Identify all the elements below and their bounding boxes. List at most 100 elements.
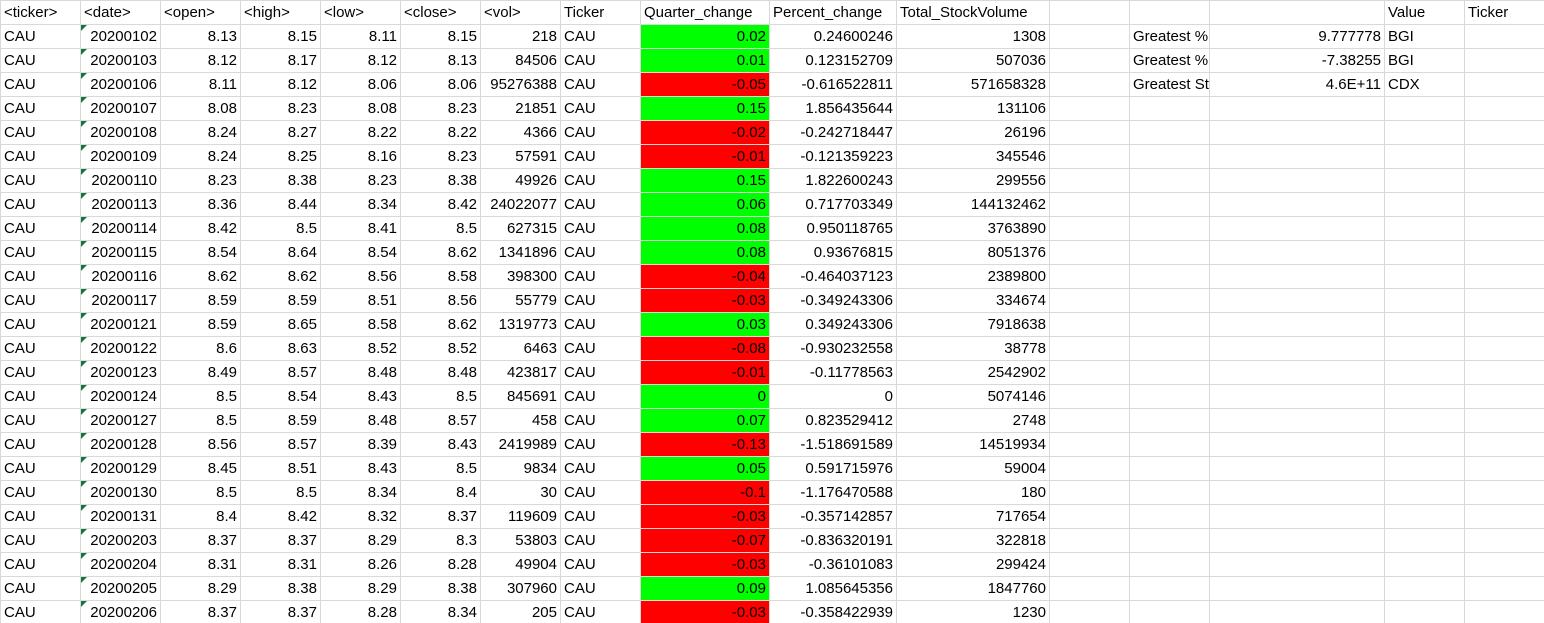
- ticker-cell[interactable]: CAU: [0, 336, 81, 361]
- total-volume-cell[interactable]: 1230: [896, 600, 1050, 623]
- close-cell[interactable]: 8.13: [400, 48, 481, 73]
- vol-cell[interactable]: 57591: [480, 144, 561, 169]
- ticker-name-cell[interactable]: CAU: [560, 72, 641, 97]
- empty-cell[interactable]: [1209, 360, 1385, 385]
- empty-cell[interactable]: [1129, 336, 1210, 361]
- high-cell[interactable]: 8.57: [240, 432, 321, 457]
- empty-cell[interactable]: [1209, 120, 1385, 145]
- empty-cell[interactable]: [1129, 384, 1210, 409]
- total-volume-cell[interactable]: 322818: [896, 528, 1050, 553]
- empty-cell[interactable]: [1129, 120, 1210, 145]
- high-cell[interactable]: 8.38: [240, 576, 321, 601]
- total-volume-cell[interactable]: 26196: [896, 120, 1050, 145]
- empty-cell[interactable]: [1049, 456, 1130, 481]
- quarter-change-cell[interactable]: -0.13: [640, 432, 770, 457]
- percent-change-cell[interactable]: -0.836320191: [769, 528, 897, 553]
- empty-cell[interactable]: [1384, 96, 1465, 121]
- ticker-name-cell[interactable]: CAU: [560, 24, 641, 49]
- summary-value-cell[interactable]: 4.6E+11: [1209, 72, 1385, 97]
- column-header[interactable]: Total_StockVolume: [896, 0, 1050, 25]
- open-cell[interactable]: 8.49: [160, 360, 241, 385]
- ticker-name-cell[interactable]: CAU: [560, 264, 641, 289]
- empty-cell[interactable]: [1384, 408, 1465, 433]
- ticker-name-cell[interactable]: CAU: [560, 360, 641, 385]
- column-header[interactable]: <ticker>: [0, 0, 81, 25]
- empty-cell[interactable]: [1464, 456, 1544, 481]
- high-cell[interactable]: 8.51: [240, 456, 321, 481]
- quarter-change-cell[interactable]: -0.03: [640, 288, 770, 313]
- empty-cell[interactable]: [1384, 216, 1465, 241]
- high-cell[interactable]: 8.62: [240, 264, 321, 289]
- ticker-name-cell[interactable]: CAU: [560, 384, 641, 409]
- column-header[interactable]: Quarter_change: [640, 0, 770, 25]
- low-cell[interactable]: 8.54: [320, 240, 401, 265]
- total-volume-cell[interactable]: 571658328: [896, 72, 1050, 97]
- close-cell[interactable]: 8.5: [400, 384, 481, 409]
- empty-cell[interactable]: [1209, 240, 1385, 265]
- column-header[interactable]: <vol>: [480, 0, 561, 25]
- ticker-cell[interactable]: CAU: [0, 192, 81, 217]
- percent-change-cell[interactable]: 1.822600243: [769, 168, 897, 193]
- open-cell[interactable]: 8.31: [160, 552, 241, 577]
- empty-cell[interactable]: [1209, 312, 1385, 337]
- empty-cell[interactable]: [1209, 144, 1385, 169]
- empty-cell[interactable]: [1129, 480, 1210, 505]
- percent-change-cell[interactable]: 0.950118765: [769, 216, 897, 241]
- empty-cell[interactable]: [1209, 216, 1385, 241]
- vol-cell[interactable]: 423817: [480, 360, 561, 385]
- empty-cell[interactable]: [1464, 72, 1544, 97]
- ticker-cell[interactable]: CAU: [0, 312, 81, 337]
- ticker-cell[interactable]: CAU: [0, 48, 81, 73]
- column-header[interactable]: <low>: [320, 0, 401, 25]
- low-cell[interactable]: 8.16: [320, 144, 401, 169]
- empty-cell[interactable]: [1209, 432, 1385, 457]
- low-cell[interactable]: 8.34: [320, 480, 401, 505]
- empty-cell[interactable]: [1464, 600, 1544, 623]
- open-cell[interactable]: 8.6: [160, 336, 241, 361]
- close-cell[interactable]: 8.38: [400, 168, 481, 193]
- close-cell[interactable]: 8.58: [400, 264, 481, 289]
- percent-change-cell[interactable]: -0.36101083: [769, 552, 897, 577]
- open-cell[interactable]: 8.08: [160, 96, 241, 121]
- empty-cell[interactable]: [1384, 360, 1465, 385]
- high-cell[interactable]: 8.27: [240, 120, 321, 145]
- empty-cell[interactable]: [1384, 504, 1465, 529]
- empty-cell[interactable]: [1384, 312, 1465, 337]
- percent-change-cell[interactable]: 0: [769, 384, 897, 409]
- empty-cell[interactable]: [1129, 144, 1210, 169]
- empty-cell[interactable]: [1049, 168, 1130, 193]
- empty-cell[interactable]: [1209, 552, 1385, 577]
- empty-cell[interactable]: [1049, 576, 1130, 601]
- low-cell[interactable]: 8.29: [320, 576, 401, 601]
- column-header[interactable]: Percent_change: [769, 0, 897, 25]
- empty-cell[interactable]: [1464, 360, 1544, 385]
- total-volume-cell[interactable]: 3763890: [896, 216, 1050, 241]
- quarter-change-cell[interactable]: -0.03: [640, 552, 770, 577]
- empty-cell[interactable]: [1384, 480, 1465, 505]
- open-cell[interactable]: 8.45: [160, 456, 241, 481]
- ticker-cell[interactable]: CAU: [0, 432, 81, 457]
- empty-cell[interactable]: [1049, 240, 1130, 265]
- empty-cell[interactable]: [1129, 600, 1210, 623]
- high-cell[interactable]: 8.42: [240, 504, 321, 529]
- low-cell[interactable]: 8.06: [320, 72, 401, 97]
- ticker-name-cell[interactable]: CAU: [560, 240, 641, 265]
- high-cell[interactable]: 8.44: [240, 192, 321, 217]
- percent-change-cell[interactable]: 0.591715976: [769, 456, 897, 481]
- low-cell[interactable]: 8.23: [320, 168, 401, 193]
- low-cell[interactable]: 8.26: [320, 552, 401, 577]
- open-cell[interactable]: 8.4: [160, 504, 241, 529]
- empty-cell[interactable]: [1464, 192, 1544, 217]
- quarter-change-cell[interactable]: 0.01: [640, 48, 770, 73]
- vol-cell[interactable]: 2419989: [480, 432, 561, 457]
- high-cell[interactable]: 8.5: [240, 216, 321, 241]
- empty-cell[interactable]: [1049, 216, 1130, 241]
- empty-cell[interactable]: [1464, 336, 1544, 361]
- empty-cell[interactable]: [1129, 96, 1210, 121]
- vol-cell[interactable]: 1341896: [480, 240, 561, 265]
- empty-cell[interactable]: [1384, 240, 1465, 265]
- column-header[interactable]: <close>: [400, 0, 481, 25]
- quarter-change-cell[interactable]: 0.05: [640, 456, 770, 481]
- empty-cell[interactable]: [1384, 192, 1465, 217]
- vol-cell[interactable]: 30: [480, 480, 561, 505]
